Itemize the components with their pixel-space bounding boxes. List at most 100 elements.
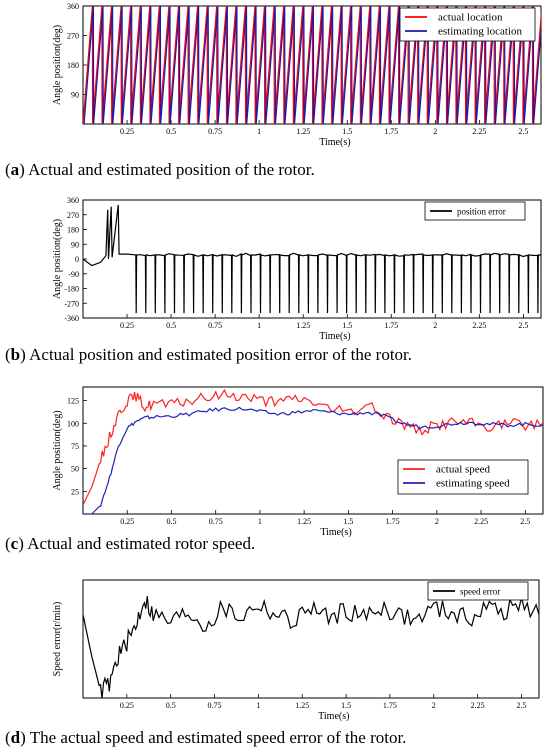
legend-box-0 (399, 7, 536, 42)
x-tick-label: 2.5 (518, 127, 528, 136)
caption-d-text: The actual speed and estimated speed err… (29, 728, 407, 747)
legend-label: position error (457, 207, 506, 217)
panel-b: 0.25 0.5 0.75 1 1.25 1.5 1.75 2 2.25 2.5 -360 -270 -… (0, 190, 550, 380)
legend-box-2 (397, 459, 529, 495)
panel-d: 0.25 0.5 0.75 1 1.25 1.5 1.75 2 2.25 2.5 Time(s) Sp… (0, 565, 550, 752)
x-tick-label: 1.75 (384, 321, 398, 330)
series-line-estimating-speed (83, 406, 543, 514)
x-tick-label: 1.5 (343, 517, 353, 526)
y-tick-label: -180 (64, 285, 79, 294)
legend-box-1 (424, 201, 526, 221)
x-tick-label: 0.25 (120, 517, 134, 526)
y-tick-label: 75 (71, 442, 79, 451)
legend-box-3 (427, 581, 529, 601)
y-tick-label: 360 (67, 196, 79, 205)
x-tick-label: 1 (256, 701, 260, 710)
chart-c: 0.25 0.5 0.75 1 1.25 1.5 1.75 2 2.25 2.5 25 50 75 100… (52, 386, 544, 538)
x-tick-label: 2.25 (474, 517, 488, 526)
x-tick-label: 1 (257, 321, 261, 330)
x-tick-label: 1.25 (297, 517, 311, 526)
caption-b-text: Actual position and estimated position e… (29, 345, 413, 364)
x-tick-label: 1.5 (341, 701, 351, 710)
series-group-3 (83, 596, 539, 698)
caption-a-letter: a (10, 160, 20, 179)
chart-d: 0.25 0.5 0.75 1 1.25 1.5 1.75 2 2.25 2.5 Time(s) Sp… (52, 579, 540, 722)
series-line-actual-speed (83, 388, 543, 506)
legend-label: actual speed (436, 464, 491, 476)
y-tick-label: 360 (67, 2, 79, 11)
series-line-position-error (83, 204, 541, 314)
x-tick-label: 2 (435, 517, 439, 526)
caption-d-letter: d (10, 728, 21, 747)
x-tick-label: 1.25 (296, 127, 310, 136)
x-axis-label: Time(s) (319, 331, 350, 342)
x-axis-label: Time(s) (318, 711, 349, 722)
chart-b: 0.25 0.5 0.75 1 1.25 1.5 1.75 2 2.25 2.5 -360 -270 -… (52, 196, 542, 342)
x-tick-label: 2.5 (518, 321, 528, 330)
series-group-1 (83, 204, 541, 314)
legend-label: estimating speed (436, 478, 510, 490)
x-tick-label: 0.75 (208, 321, 222, 330)
y-tick-label: 125 (67, 397, 79, 406)
caption-a: (a) Actual and estimated position of the… (5, 160, 315, 179)
legend-label: actual location (438, 12, 503, 24)
x-tick-label: 1.75 (383, 701, 397, 710)
y-tick-label: -360 (64, 314, 79, 323)
x-tick-label: 2 (433, 321, 437, 330)
y-tick-label: 270 (67, 32, 79, 41)
x-tick-label: 1.5 (342, 321, 352, 330)
y-tick-label: 25 (71, 487, 79, 496)
x-tick-label: 1 (257, 127, 261, 136)
x-tick-label: 1 (258, 517, 262, 526)
caption-c-letter: c (10, 534, 19, 553)
caption-b-letter: b (10, 345, 21, 364)
x-tick-label: 2 (432, 701, 436, 710)
chart-a: 0.25 0.5 0.75 1 1.25 1.5 1.75 2 2.25 2.5 90 180 270 3… (52, 2, 542, 148)
y-axis-label: Angle position(deg) (52, 25, 63, 105)
x-tick-label: 2.5 (520, 517, 530, 526)
x-tick-label: 0.5 (166, 127, 176, 136)
y-tick-label: -270 (64, 299, 79, 308)
y-tick-label: 90 (71, 240, 79, 249)
legend-label: estimating location (438, 26, 523, 38)
x-tick-label: 1.25 (296, 321, 310, 330)
series-line-speed-error (83, 596, 539, 698)
x-tick-label: 0.5 (166, 517, 176, 526)
x-tick-label: 2.25 (471, 701, 485, 710)
x-tick-label: 0.75 (208, 127, 222, 136)
series-group-2 (83, 388, 543, 514)
y-tick-label: 270 (67, 211, 79, 220)
x-tick-label: 0.5 (166, 321, 176, 330)
x-tick-label: 1.75 (384, 127, 398, 136)
x-tick-label: 2.25 (472, 321, 486, 330)
y-tick-label: -90 (68, 270, 79, 279)
caption-c: (c) Actual and estimated rotor speed. (5, 534, 256, 553)
y-axis-label: Speed error(r/min) (52, 602, 63, 677)
y-axis-label: Angle position(deg) (52, 219, 63, 299)
x-axis-label: Time(s) (319, 137, 350, 148)
y-tick-label: 0 (75, 255, 79, 264)
x-axis-label: Time(s) (320, 527, 351, 538)
legend-label: speed error (460, 587, 500, 597)
y-tick-label: 180 (67, 226, 79, 235)
x-tick-label: 2.5 (516, 701, 526, 710)
x-tick-label: 0.5 (166, 701, 176, 710)
panel-a: 0.25 0.5 0.75 1 1.25 1.5 1.75 2 2.25 2.5 90 180 270 3… (0, 0, 550, 190)
x-tick-label: 2.25 (472, 127, 486, 136)
x-tick-label: 0.25 (120, 701, 134, 710)
x-tick-label: 1.75 (386, 517, 400, 526)
caption-d: (d) The actual speed and estimated speed… (5, 728, 407, 747)
y-tick-label: 90 (71, 91, 79, 100)
y-tick-label: 100 (67, 419, 79, 428)
panel-c: 0.25 0.5 0.75 1 1.25 1.5 1.75 2 2.25 2.5 25 50 75 100… (0, 380, 550, 565)
x-tick-label: 0.25 (120, 321, 134, 330)
x-tick-label: 0.75 (209, 517, 223, 526)
caption-b: (b) Actual position and estimated positi… (5, 345, 413, 364)
y-tick-label: 50 (71, 465, 79, 474)
x-tick-label: 0.25 (120, 127, 134, 136)
caption-a-text: Actual and estimated position of the rot… (28, 160, 315, 179)
x-tick-label: 2 (433, 127, 437, 136)
caption-c-text: Actual and estimated rotor speed. (27, 534, 256, 553)
y-axis-label: Angle position(deg) (52, 410, 63, 490)
x-tick-label: 1.25 (295, 701, 309, 710)
